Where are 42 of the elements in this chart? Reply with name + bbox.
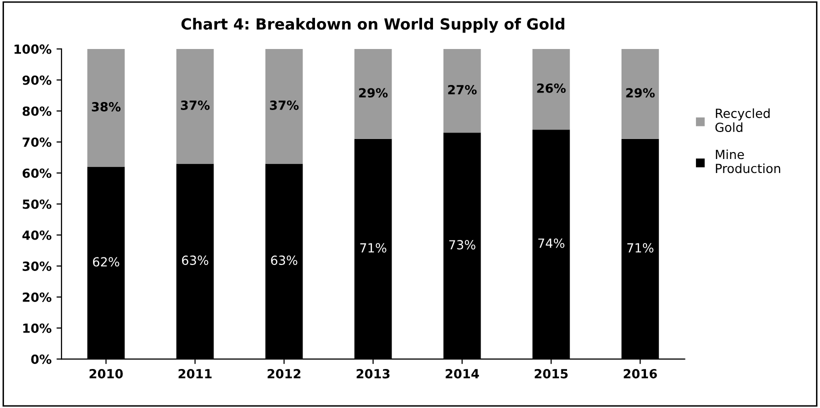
data-label: 29%	[626, 88, 655, 98]
data-label: 29%	[359, 88, 388, 98]
data-label: 37%	[180, 100, 210, 110]
x-tick-label: 2015	[534, 368, 568, 378]
bar	[532, 48, 570, 130]
bar	[87, 48, 125, 167]
data-label: 38%	[92, 102, 121, 112]
bar	[176, 48, 214, 164]
y-tick-label: 10%	[23, 324, 52, 333]
data-label: 73%	[449, 240, 476, 250]
bar	[443, 48, 481, 133]
y-tick-label: 60%	[22, 168, 52, 178]
data-label: 71%	[360, 243, 386, 253]
x-tick-label: 2013	[356, 368, 390, 378]
x-tick-label: 2014	[446, 368, 479, 378]
data-label: 26%	[537, 83, 566, 93]
legend-label: Recycled Gold	[715, 108, 770, 132]
data-label: 27%	[448, 84, 477, 94]
y-tick-label: 80%	[22, 106, 52, 116]
y-tick-label: 0%	[31, 354, 52, 364]
data-label: 63%	[271, 256, 298, 265]
x-tick-label: 2011	[178, 368, 212, 378]
y-tick-label: 100%	[14, 44, 52, 54]
legend-label: Mine Production	[716, 149, 780, 174]
y-tick-label: 20%	[22, 292, 52, 302]
bar	[354, 48, 392, 139]
data-label: 74%	[538, 238, 564, 248]
data-label: 37%	[270, 100, 299, 110]
x-tick-label: 2016	[624, 368, 657, 378]
y-tick-label: 50%	[22, 199, 52, 209]
data-label: 71%	[627, 243, 654, 253]
bar	[265, 48, 303, 164]
y-tick-label: 70%	[22, 137, 52, 147]
data-label: 63%	[182, 256, 208, 265]
y-tick-label: 90%	[22, 75, 52, 85]
chart-title: Chart 4: Breakdown on World Supply of Gold	[181, 18, 564, 33]
x-tick-label: 2010	[90, 368, 123, 378]
data-label: 62%	[92, 257, 120, 267]
y-tick-label: 30%	[22, 261, 52, 271]
x-tick-label: 2012	[268, 368, 300, 378]
y-tick-label: 40%	[22, 230, 52, 240]
bar	[621, 48, 659, 139]
